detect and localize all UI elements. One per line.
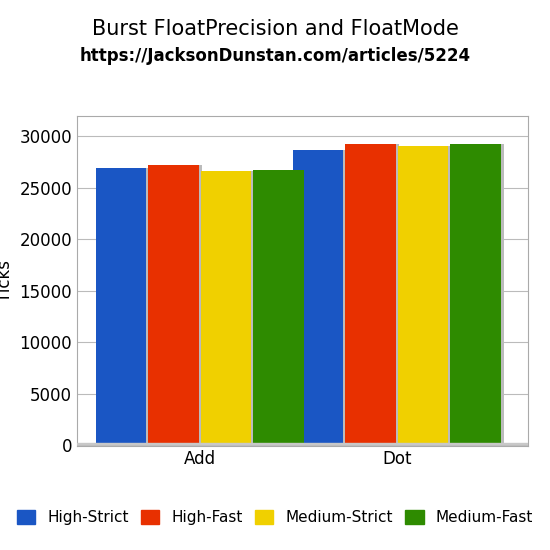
Bar <box>99 168 150 446</box>
Bar <box>152 165 202 446</box>
Text: https://JacksonDunstan.com/articles/5224: https://JacksonDunstan.com/articles/5224 <box>79 47 471 65</box>
Legend: High-Strict, High-Fast, Medium-Strict, Medium-Fast: High-Strict, High-Fast, Medium-Strict, M… <box>10 504 540 531</box>
Bar <box>253 170 304 446</box>
Bar <box>345 144 395 446</box>
Bar <box>293 150 343 446</box>
Bar <box>204 171 255 446</box>
Y-axis label: Ticks: Ticks <box>0 260 14 301</box>
Bar <box>349 144 399 446</box>
Text: Burst FloatPrecision and FloatMode: Burst FloatPrecision and FloatMode <box>91 19 459 39</box>
Bar <box>398 146 448 446</box>
Bar <box>201 171 251 446</box>
Bar <box>454 144 504 446</box>
Bar <box>296 150 346 446</box>
Bar <box>148 165 199 446</box>
Bar <box>402 146 452 446</box>
Bar <box>450 144 501 446</box>
Bar <box>96 168 146 446</box>
Bar <box>77 443 528 466</box>
Bar <box>257 170 307 446</box>
